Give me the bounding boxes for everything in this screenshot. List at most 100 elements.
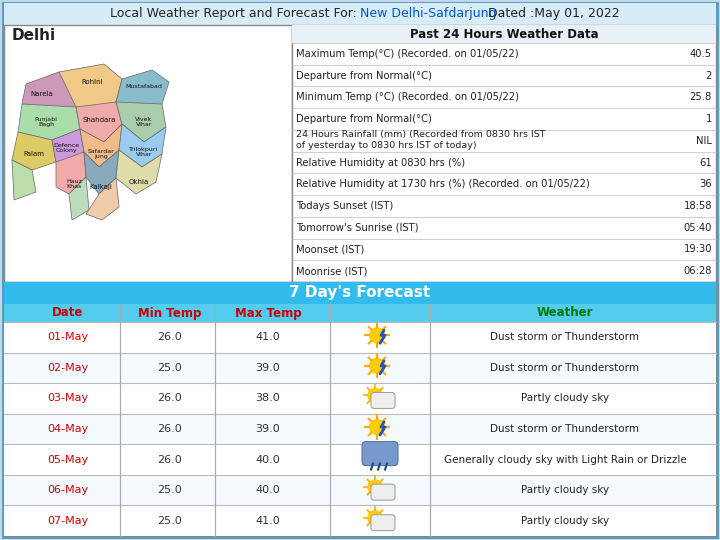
FancyBboxPatch shape — [4, 414, 716, 444]
Text: 40.5: 40.5 — [690, 49, 712, 59]
Text: Shahdara: Shahdara — [82, 117, 116, 123]
Text: 26.0: 26.0 — [158, 332, 182, 342]
Polygon shape — [116, 70, 169, 112]
Text: Local Weather Report and Forecast For:: Local Weather Report and Forecast For: — [110, 8, 361, 21]
FancyBboxPatch shape — [4, 444, 716, 475]
Text: 1: 1 — [706, 114, 712, 124]
Text: Delhi: Delhi — [12, 28, 56, 43]
Text: 02-May: 02-May — [48, 363, 89, 373]
Polygon shape — [69, 177, 89, 220]
Circle shape — [368, 511, 382, 525]
Text: 03-May: 03-May — [48, 394, 89, 403]
Text: Minimum Temp (°C) (Recorded. on 01/05/22): Minimum Temp (°C) (Recorded. on 01/05/22… — [296, 92, 519, 102]
FancyBboxPatch shape — [371, 393, 395, 408]
Text: NIL: NIL — [696, 136, 712, 146]
Circle shape — [368, 388, 382, 402]
Text: 26.0: 26.0 — [158, 455, 182, 464]
Text: Partly cloudy sky: Partly cloudy sky — [521, 485, 609, 495]
Text: 36: 36 — [699, 179, 712, 189]
Text: 06-May: 06-May — [48, 485, 89, 495]
Text: Relative Humidity at 1730 hrs (%) (Recorded. on 01/05/22): Relative Humidity at 1730 hrs (%) (Recor… — [296, 179, 590, 189]
FancyBboxPatch shape — [362, 442, 398, 465]
Circle shape — [369, 328, 384, 342]
Polygon shape — [59, 64, 122, 110]
Text: 07-May: 07-May — [48, 516, 89, 526]
Text: 41.0: 41.0 — [256, 332, 280, 342]
Text: Dust storm or Thunderstorm: Dust storm or Thunderstorm — [490, 332, 639, 342]
Text: Max Temp: Max Temp — [235, 307, 301, 320]
FancyBboxPatch shape — [4, 475, 716, 505]
FancyBboxPatch shape — [4, 505, 716, 536]
FancyBboxPatch shape — [292, 25, 716, 43]
Text: Past 24 Hours Weather Data: Past 24 Hours Weather Data — [410, 28, 598, 40]
Polygon shape — [80, 124, 122, 167]
Text: Palam: Palam — [24, 151, 45, 157]
FancyBboxPatch shape — [371, 484, 395, 500]
Text: 25.0: 25.0 — [158, 516, 182, 526]
Text: 40.0: 40.0 — [256, 485, 280, 495]
Polygon shape — [84, 150, 119, 194]
Text: Generally cloudy sky with Light Rain or Drizzle: Generally cloudy sky with Light Rain or … — [444, 455, 686, 464]
Text: Departure from Normal(°C): Departure from Normal(°C) — [296, 71, 432, 80]
Text: 25.8: 25.8 — [690, 92, 712, 102]
Polygon shape — [56, 152, 86, 194]
Text: Weather: Weather — [536, 307, 593, 320]
FancyBboxPatch shape — [4, 383, 716, 414]
FancyBboxPatch shape — [4, 282, 716, 536]
Text: Okhla: Okhla — [129, 179, 149, 185]
Text: Dust storm or Thunderstorm: Dust storm or Thunderstorm — [490, 363, 639, 373]
Circle shape — [368, 480, 382, 494]
Text: 39.0: 39.0 — [256, 363, 280, 373]
Text: Maximum Temp(°C) (Recorded. on 01/05/22): Maximum Temp(°C) (Recorded. on 01/05/22) — [296, 49, 518, 59]
Text: 40.0: 40.0 — [256, 455, 280, 464]
Text: Dust storm or Thunderstorm: Dust storm or Thunderstorm — [490, 424, 639, 434]
Text: Punjabi
Bagh: Punjabi Bagh — [35, 117, 58, 127]
Text: 06:28: 06:28 — [683, 266, 712, 276]
FancyBboxPatch shape — [4, 353, 716, 383]
Text: Moonset (IST): Moonset (IST) — [296, 245, 364, 254]
Text: Narela: Narela — [31, 91, 53, 97]
FancyBboxPatch shape — [4, 322, 716, 353]
Text: Partly cloudy sky: Partly cloudy sky — [521, 394, 609, 403]
Text: 18:58: 18:58 — [683, 201, 712, 211]
Circle shape — [369, 420, 384, 434]
Text: 05:40: 05:40 — [683, 222, 712, 233]
Text: New Delhi-Safdarjung: New Delhi-Safdarjung — [360, 8, 497, 21]
Polygon shape — [12, 132, 56, 170]
Text: 7 Day's Forecast: 7 Day's Forecast — [289, 286, 431, 300]
Polygon shape — [22, 72, 79, 114]
Polygon shape — [76, 102, 122, 142]
Text: 05-May: 05-May — [48, 455, 89, 464]
Text: Hauz
Khas: Hauz Khas — [66, 179, 82, 189]
Text: Moonrise (IST): Moonrise (IST) — [296, 266, 367, 276]
Text: 61: 61 — [699, 158, 712, 167]
Text: 24 Hours Rainfall (mm) (Recorded from 0830 hrs IST
of yesterday to 0830 hrs IST : 24 Hours Rainfall (mm) (Recorded from 08… — [296, 130, 546, 150]
Text: 41.0: 41.0 — [256, 516, 280, 526]
FancyBboxPatch shape — [3, 3, 717, 537]
Text: Defence
Colony: Defence Colony — [53, 143, 79, 153]
Polygon shape — [116, 150, 162, 194]
Text: Kalkaji: Kalkaji — [89, 184, 112, 190]
Text: Mustafabad: Mustafabad — [125, 84, 163, 89]
Text: Partly cloudy sky: Partly cloudy sky — [521, 516, 609, 526]
Text: Date: Date — [53, 307, 84, 320]
Text: Min Temp: Min Temp — [138, 307, 202, 320]
FancyBboxPatch shape — [4, 304, 716, 322]
FancyBboxPatch shape — [371, 515, 395, 531]
Circle shape — [369, 359, 384, 373]
Text: 39.0: 39.0 — [256, 424, 280, 434]
Text: 2: 2 — [706, 71, 712, 80]
Polygon shape — [116, 102, 166, 142]
Text: 26.0: 26.0 — [158, 394, 182, 403]
Text: Vivek
Vihar: Vivek Vihar — [135, 117, 153, 127]
Text: 26.0: 26.0 — [158, 424, 182, 434]
Text: Todays Sunset (IST): Todays Sunset (IST) — [296, 201, 393, 211]
Polygon shape — [119, 124, 166, 167]
Polygon shape — [12, 160, 36, 200]
Text: 01-May: 01-May — [48, 332, 89, 342]
Text: Relative Humidity at 0830 hrs (%): Relative Humidity at 0830 hrs (%) — [296, 158, 465, 167]
FancyBboxPatch shape — [4, 25, 292, 282]
Text: Trilokpuri
Vihar: Trilokpuri Vihar — [130, 147, 158, 157]
Polygon shape — [18, 104, 80, 140]
Text: 25.0: 25.0 — [158, 485, 182, 495]
